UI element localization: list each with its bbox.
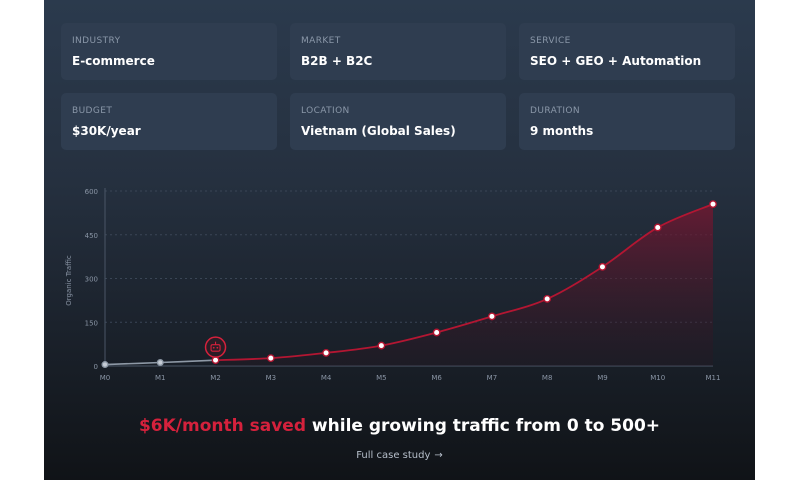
info-value: B2B + B2C [301,54,373,68]
robot-icon-eye [212,346,215,349]
data-point [653,223,662,232]
x-tick-label: M5 [376,374,387,382]
info-card-service: SERVICE SEO + GEO + Automation [519,23,735,80]
case-study-card: INDUSTRY E-commerce MARKET B2B + B2C SER… [44,0,755,480]
y-tick-label: 150 [85,319,98,327]
robot-icon-eye [216,346,219,349]
headline: $6K/month saved while growing traffic fr… [44,416,755,436]
full-case-study-link[interactable]: Full case study → [44,450,755,461]
data-point [211,356,220,365]
info-label: SERVICE [530,36,571,46]
headline-rest: while growing traffic from 0 to 500+ [306,416,661,436]
info-label: LOCATION [301,106,350,116]
y-axis-label: Organic Traffic [65,255,73,306]
x-tick-label: M4 [321,374,332,382]
info-value: 9 months [530,124,594,138]
robot-icon [204,336,227,358]
data-point [709,200,717,209]
info-label: BUDGET [72,106,113,116]
info-label: INDUSTRY [72,36,121,46]
x-tick-label: M6 [431,374,442,382]
y-tick-label: 450 [85,232,98,240]
series-area [215,204,713,366]
y-tick-label: 600 [85,188,98,196]
x-tick-label: M1 [155,374,166,382]
case-link-label: Full case study [356,450,431,461]
x-tick-label: M0 [100,374,111,382]
robot-icon-head [210,344,221,352]
info-value: $30K/year [72,124,141,138]
data-point [101,361,109,369]
data-point [156,358,164,366]
traffic-chart: 0 150 300 450 600 Organic Traffic M0 M1 M2 M3 M4 M5… [65,188,721,382]
x-tick-label: M7 [487,374,498,382]
info-label: DURATION [530,106,581,116]
x-tick-label: M10 [650,374,665,382]
info-value: SEO + GEO + Automation [530,54,702,68]
data-point [322,348,330,357]
robot-icon-ring [204,336,227,358]
x-tick-label: M3 [266,374,277,382]
data-point [266,354,275,363]
info-card-budget: BUDGET $30K/year [61,93,277,150]
x-tick-label: M2 [210,374,221,382]
data-point [377,341,386,350]
x-tick-label: M8 [542,374,553,382]
data-point [488,312,496,321]
info-value: E-commerce [72,54,155,68]
x-tick-label: M9 [597,374,608,382]
series-line [215,203,714,362]
info-card-location: LOCATION Vietnam (Global Sales) [290,93,506,150]
data-point [543,295,552,303]
data-point [598,262,607,271]
data-point [432,328,441,337]
y-tick-label: 0 [94,363,98,371]
info-value: Vietnam (Global Sales) [301,124,456,138]
info-card-duration: DURATION 9 months [519,93,735,150]
y-tick-label: 300 [85,276,98,284]
info-card-industry: INDUSTRY E-commerce [61,23,277,80]
arrow-right-icon: → [434,450,443,461]
info-card-market: MARKET B2B + B2C [290,23,506,80]
headline-accent: $6K/month saved [138,416,307,436]
x-tick-label: M11 [706,374,721,382]
info-label: MARKET [301,36,341,46]
info-grid: INDUSTRY E-commerce MARKET B2B + B2C SER… [61,23,735,150]
